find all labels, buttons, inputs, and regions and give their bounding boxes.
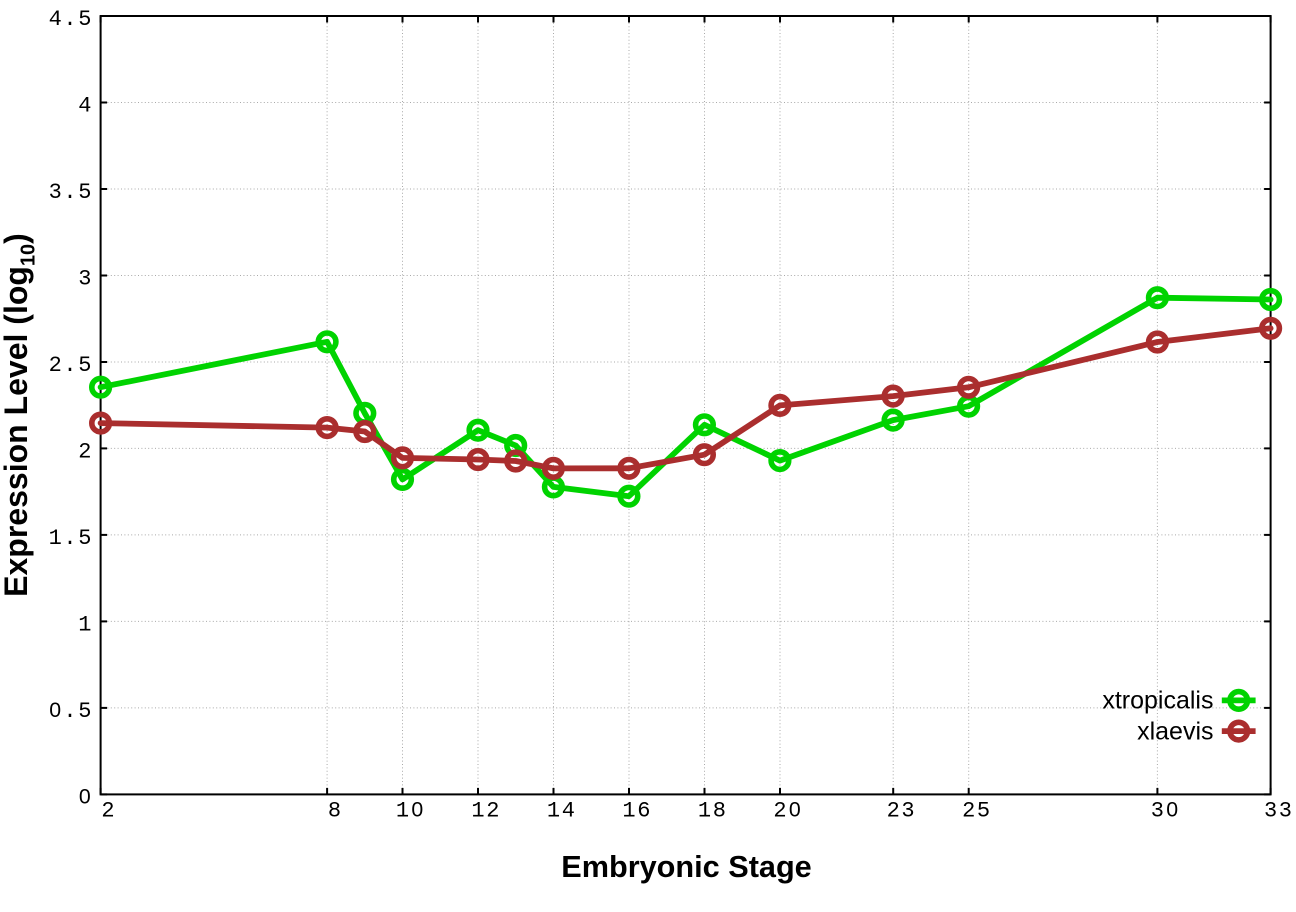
svg-text:8: 8 bbox=[713, 799, 726, 824]
svg-text:5: 5 bbox=[78, 180, 91, 205]
svg-text:.: . bbox=[63, 353, 76, 378]
svg-text:Embryonic Stage: Embryonic Stage bbox=[561, 849, 812, 884]
svg-text:.: . bbox=[63, 699, 76, 724]
svg-text:3: 3 bbox=[1264, 799, 1277, 824]
svg-text:.: . bbox=[63, 7, 76, 32]
svg-text:xtropicalis: xtropicalis bbox=[1102, 687, 1213, 715]
svg-text:1: 1 bbox=[396, 799, 409, 824]
svg-text:3: 3 bbox=[901, 799, 914, 824]
svg-text:4: 4 bbox=[78, 94, 91, 119]
svg-text:1: 1 bbox=[622, 799, 635, 824]
svg-text:6: 6 bbox=[637, 799, 650, 824]
svg-text:0: 0 bbox=[1166, 798, 1178, 822]
svg-text:2: 2 bbox=[78, 439, 91, 464]
svg-text:2: 2 bbox=[887, 799, 900, 824]
svg-text:5: 5 bbox=[78, 7, 91, 32]
svg-text:.: . bbox=[63, 526, 76, 551]
svg-text:3: 3 bbox=[1279, 799, 1292, 824]
svg-text:2: 2 bbox=[101, 799, 114, 824]
svg-text:5: 5 bbox=[977, 799, 990, 824]
svg-text:Expression Level (log10): Expression Level (log10) bbox=[0, 233, 40, 597]
svg-text:2: 2 bbox=[962, 799, 975, 824]
svg-text:5: 5 bbox=[78, 699, 91, 724]
svg-text:4: 4 bbox=[562, 799, 575, 824]
svg-text:2: 2 bbox=[486, 799, 499, 824]
svg-text:xlaevis: xlaevis bbox=[1137, 717, 1213, 745]
svg-text:0: 0 bbox=[49, 698, 61, 722]
svg-text:.: . bbox=[63, 180, 76, 205]
svg-text:4: 4 bbox=[49, 7, 62, 32]
svg-text:8: 8 bbox=[328, 799, 341, 824]
svg-text:3: 3 bbox=[49, 180, 62, 205]
svg-text:3: 3 bbox=[1151, 799, 1164, 824]
svg-text:3: 3 bbox=[78, 267, 91, 292]
svg-text:0: 0 bbox=[411, 798, 423, 822]
svg-text:1: 1 bbox=[547, 799, 560, 824]
svg-text:1: 1 bbox=[78, 612, 91, 637]
svg-text:1: 1 bbox=[698, 799, 711, 824]
svg-text:1: 1 bbox=[471, 799, 484, 824]
svg-text:2: 2 bbox=[773, 799, 786, 824]
svg-text:0: 0 bbox=[789, 798, 801, 822]
svg-text:2: 2 bbox=[49, 353, 62, 378]
svg-text:1: 1 bbox=[49, 526, 62, 551]
svg-text:0: 0 bbox=[79, 784, 91, 808]
svg-text:5: 5 bbox=[78, 526, 91, 551]
svg-text:5: 5 bbox=[78, 353, 91, 378]
